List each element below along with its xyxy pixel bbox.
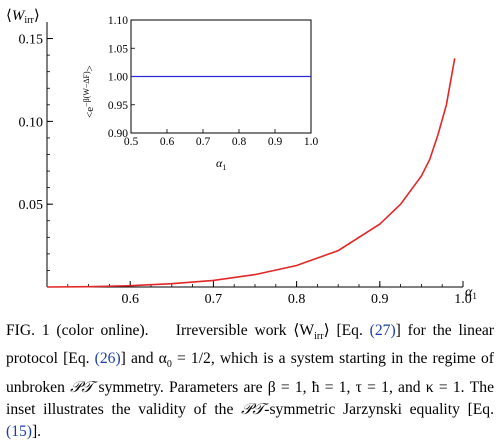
inset-x-tick-label: 0.7	[196, 136, 211, 148]
inset-x-tick-label: 0.9	[268, 136, 283, 148]
main-x-axis-label: α1	[465, 285, 477, 301]
caption-fig-label: FIG. 1 (color online).	[6, 322, 149, 339]
main-x-tick-label: 0.9	[371, 292, 389, 307]
main-plot: 0.6 0.7 0.8 0.9 1.0 0.05 0.10 0.15 ⟨Wirr⟩ α1	[6, 8, 477, 307]
caption-pt-symbol: 𝒫𝒯	[241, 400, 265, 418]
main-series	[46, 58, 456, 288]
caption-text: symmetry. Parameters are β = 1, ħ = 1, τ…	[6, 378, 494, 418]
inset-x-tick-label: 0.8	[232, 136, 247, 148]
caption-sub: 0	[166, 359, 172, 371]
caption-text: Irreversible work ⟨W	[175, 322, 315, 339]
inset-x-ticks: 0.5 0.6 0.7 0.8 0.9 1.0	[124, 129, 319, 148]
main-x-tick-label: 1.0	[454, 292, 472, 307]
main-y-ticks: 0.05 0.10 0.15	[19, 33, 53, 271]
caption-sub: irr	[314, 331, 324, 343]
caption-text: -symmetric Jarzynski equality [Eq.	[264, 400, 494, 418]
caption-text: = 1/2, which is a system starting in the…	[6, 350, 494, 396]
main-series-line	[46, 58, 456, 288]
inset-y-tick-label: 1.00	[108, 72, 128, 84]
inset-x-tick-label: 1.0	[304, 136, 319, 148]
main-y-tick-label: 0.10	[19, 115, 44, 130]
inset-x-tick-label: 0.5	[124, 136, 139, 148]
main-y-axis-label: ⟨Wirr⟩	[6, 8, 40, 26]
caption-text: ] for the linear protocol [Eq.	[6, 322, 494, 368]
inset-y-ticks: 0.90 0.95 1.00 1.05 1.10	[108, 15, 135, 140]
inset-x-axis-label: α1	[216, 156, 226, 172]
caption-pt-symbol: 𝒫𝒯	[70, 378, 94, 396]
caption-text: ] and α	[120, 350, 167, 368]
main-y-tick-label: 0.05	[19, 198, 44, 213]
inset-y-axis-label: <e−β(W−ΔF)>	[82, 65, 96, 118]
main-x-ticks: 0.6 0.7 0.8 0.9 1.0	[67, 281, 472, 307]
main-x-tick-label: 0.7	[205, 292, 223, 307]
inset-y-tick-label: 0.95	[108, 100, 128, 112]
main-y-tick-label: 0.15	[19, 33, 44, 48]
caption-text: ⟩ [Eq.	[323, 322, 370, 339]
caption-ref-link[interactable]: (26)	[94, 350, 121, 368]
inset-x-tick-label: 0.6	[160, 136, 175, 148]
main-x-tick-label: 0.6	[121, 292, 139, 307]
caption-ref-link[interactable]: (27)	[369, 322, 396, 339]
main-x-tick-label: 0.8	[288, 292, 306, 307]
inset-plot: 0.5 0.6 0.7 0.8 0.9 1.0 0.900.951.001.051.10 …	[82, 15, 318, 172]
figure: 0.6 0.7 0.8 0.9 1.0 0.05 0.10 0.15 ⟨Wirr⟩ α1 0…	[6, 8, 477, 307]
caption-text: ].	[31, 423, 42, 441]
inset-y-tick-label: 0.90	[108, 128, 128, 140]
caption-ref-link[interactable]: (15)	[6, 423, 32, 441]
figure-caption: FIG. 1 (color online). Irreversible work…	[6, 320, 494, 443]
inset-y-tick-label: 1.05	[108, 43, 128, 55]
inset-y-tick-label: 1.10	[108, 15, 128, 27]
